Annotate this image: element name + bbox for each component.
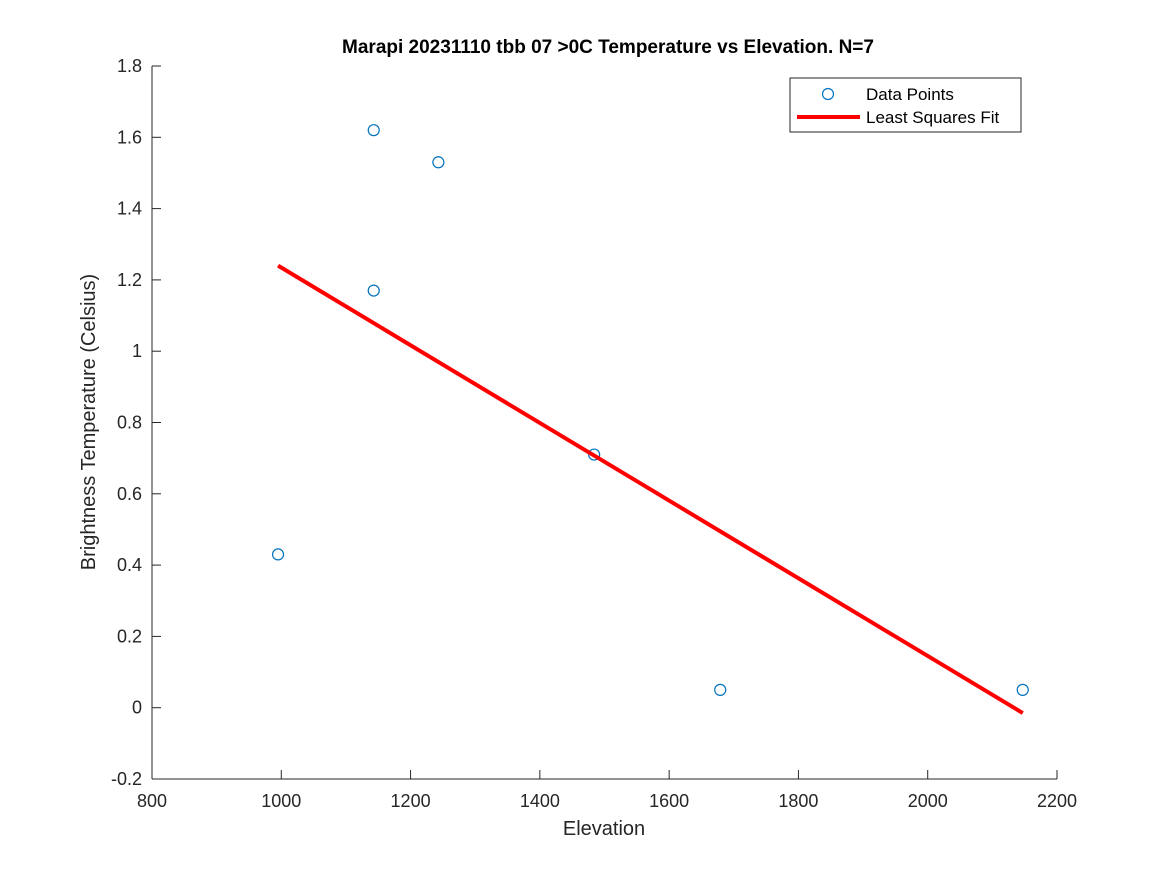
data-point [1016,683,1029,696]
axis-ticks: 800 1000 1200 1400 1600 1800 2000 2200 -0.2 0 0.2 0… [111,56,1077,811]
y-tick-label: 1 [132,341,142,361]
data-point [367,284,380,297]
x-tick-label: 800 [137,791,167,811]
y-tick-label: 0 [132,698,142,718]
chart-title: Marapi 20231110 tbb 07 >0C Temperature v… [342,37,874,58]
x-tick-label: 1600 [649,791,689,811]
y-tick-label: 1.6 [117,127,142,147]
y-tick-label: 0.8 [117,413,142,433]
x-tick-label: 1000 [261,791,301,811]
legend-marker-swatch [821,87,835,101]
legend: Data Points Least Squares Fit [789,77,1022,133]
data-marks [271,124,1029,715]
data-point [271,548,285,561]
x-tick-label: 2200 [1037,791,1077,811]
x-tick-label: 1800 [778,791,818,811]
x-tick-label: 1400 [520,791,560,811]
y-tick-label: 0.4 [117,555,142,575]
y-axis-label: Brightness Temperature (Celsius) [78,274,100,570]
data-point [714,683,727,696]
x-tick-label: 1200 [391,791,431,811]
legend-entry-label: Least Squares Fit [866,108,1000,127]
x-tick-label: 2000 [908,791,948,811]
x-axis-label: Elevation [563,818,645,840]
y-tick-label: -0.2 [111,769,142,789]
data-point [432,156,445,169]
fit-line [277,263,1024,715]
legend-entry-label: Data Points [866,85,954,104]
y-tick-label: 0.6 [117,484,142,504]
y-tick-label: 0.2 [117,626,142,646]
y-tick-label: 1.8 [117,56,142,76]
legend-box [789,77,1022,133]
y-tick-label: 1.4 [117,199,142,219]
data-point [367,124,380,137]
data-point [588,448,601,461]
y-tick-label: 1.2 [117,270,142,290]
